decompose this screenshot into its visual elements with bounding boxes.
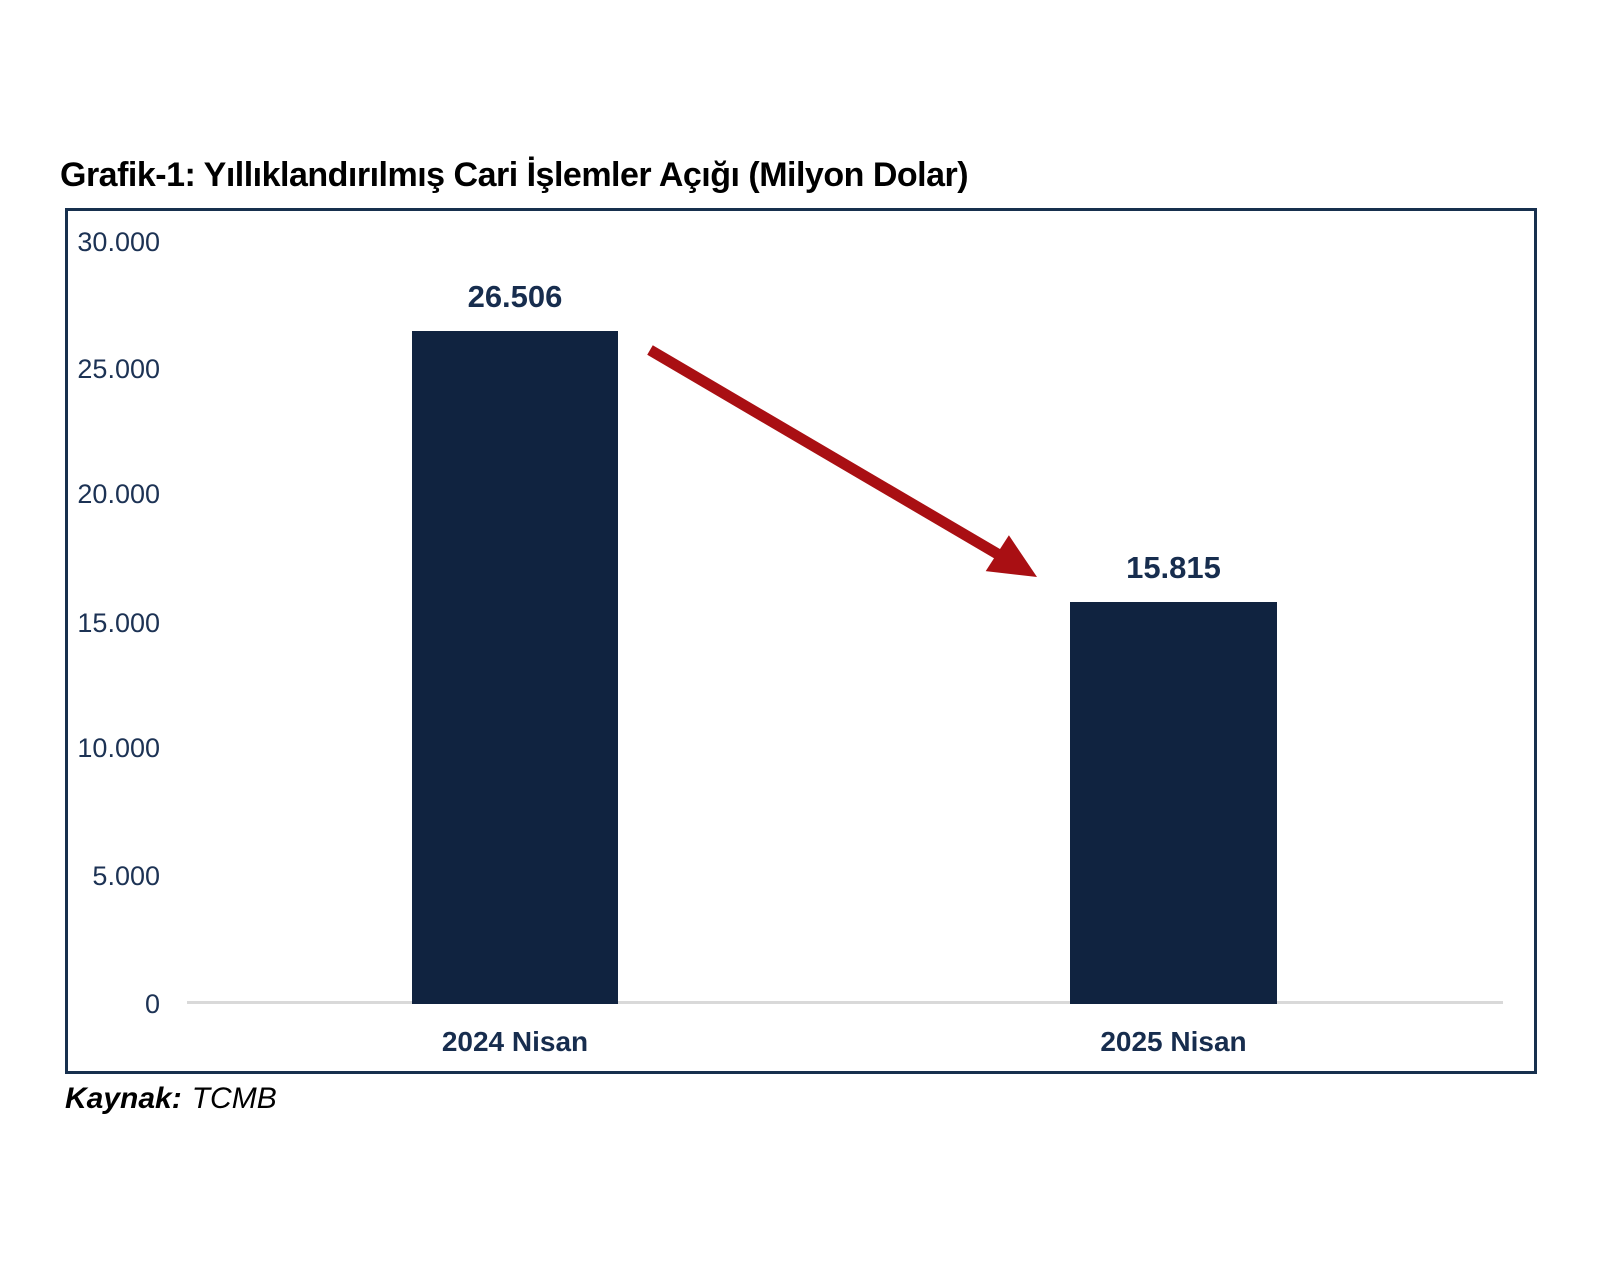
chart-title: Grafik-1: Yıllıklandırılmış Cari İşlemle… bbox=[60, 156, 969, 194]
source-label: Kaynak: bbox=[65, 1082, 182, 1115]
chart-area: 30.000 25.000 20.000 15.000 10.000 5.000… bbox=[65, 208, 1537, 1074]
bar-group-2024-nisan: 26.506 bbox=[412, 242, 618, 1004]
y-tick-5000: 5.000 bbox=[92, 861, 160, 891]
bar-2025-nisan bbox=[1070, 602, 1277, 1004]
bar-value-label-2025: 15.815 bbox=[1126, 550, 1221, 586]
y-tick-20000: 20.000 bbox=[77, 479, 160, 509]
bar-value-label-2024: 26.506 bbox=[467, 278, 563, 314]
decrease-arrow-icon bbox=[647, 345, 1037, 577]
source-note: Kaynak: TCMB bbox=[65, 1082, 277, 1116]
y-tick-25000: 25.000 bbox=[77, 354, 160, 384]
y-tick-10000: 10.000 bbox=[77, 733, 160, 763]
y-tick-15000: 15.000 bbox=[77, 608, 160, 638]
bar-group-2025-nisan: 15.815 bbox=[1070, 242, 1277, 1004]
y-tick-0: 0 bbox=[144, 989, 160, 1019]
x-axis-label-2025-nisan: 2025 Nisan bbox=[1100, 1026, 1247, 1057]
x-axis-label-2024-nisan: 2024 Nisan bbox=[441, 1026, 589, 1057]
plot-area: 26.506 15.815 bbox=[68, 242, 1534, 1004]
x-axis-line bbox=[187, 1001, 1503, 1004]
y-tick-30000: 30.000 bbox=[77, 227, 160, 257]
bar-2024-nisan bbox=[412, 330, 618, 1004]
source-value: TCMB bbox=[191, 1082, 277, 1115]
